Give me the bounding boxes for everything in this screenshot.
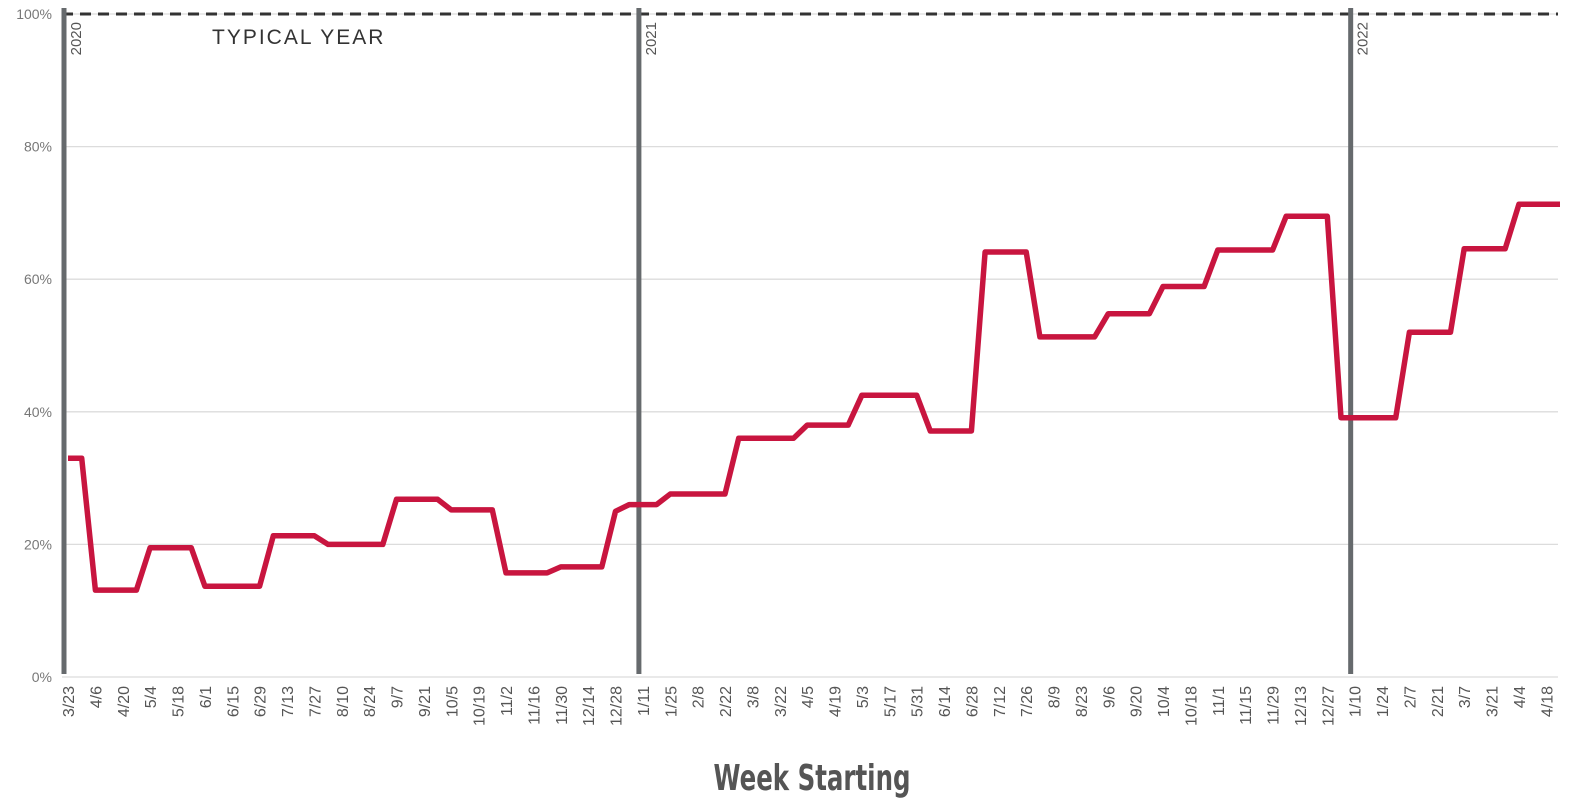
x-tick-label: 5/3: [855, 686, 872, 708]
y-tick-label: 80%: [24, 139, 52, 155]
x-tick-label: 5/18: [171, 686, 188, 717]
x-tick-label: 4/20: [116, 686, 133, 717]
x-tick-label: 5/4: [143, 686, 160, 708]
x-tick-label: 1/11: [636, 686, 653, 716]
x-tick-label: 1/24: [1375, 686, 1392, 717]
x-tick-label: 3/22: [773, 686, 790, 717]
x-tick-label: 5/31: [910, 686, 927, 717]
x-tick-label: 4/18: [1539, 686, 1556, 717]
x-axis-title: Week Starting: [714, 757, 911, 798]
x-tick-label: 10/18: [1183, 686, 1200, 726]
year-label: 2022: [1355, 22, 1372, 55]
x-tick-label: 8/10: [335, 686, 352, 717]
x-tick-label: 9/7: [390, 686, 407, 708]
y-tick-label: 40%: [24, 404, 52, 420]
x-tick-label: 6/1: [198, 686, 215, 708]
x-tick-label: 7/12: [992, 686, 1009, 717]
x-tick-label: 1/25: [663, 686, 680, 717]
x-tick-label: 3/21: [1485, 686, 1502, 717]
data-line: [68, 201, 1560, 593]
x-tick-label: 3/8: [745, 686, 762, 708]
x-tick-label: 8/24: [362, 686, 379, 717]
x-tick-label: 1/10: [1348, 686, 1365, 717]
x-tick-label: 2/22: [718, 686, 735, 717]
y-tick-label: 20%: [24, 536, 52, 552]
x-tick-label: 3/7: [1457, 686, 1474, 708]
x-tick-label: 11/1: [1211, 686, 1228, 716]
x-tick-label: 8/9: [1047, 686, 1064, 708]
x-tick-label: 12/28: [609, 686, 626, 726]
x-tick-label: 6/15: [225, 686, 242, 717]
x-tick-label: 11/2: [499, 686, 516, 716]
x-tick-label: 12/13: [1293, 686, 1310, 726]
x-tick-label: 4/6: [88, 686, 105, 708]
x-tick-label: 9/21: [417, 686, 434, 717]
x-tick-label: 12/14: [581, 686, 598, 726]
x-tick-label: 9/6: [1101, 686, 1118, 708]
x-tick-label: 4/4: [1512, 686, 1529, 708]
year-label: 2020: [68, 22, 85, 55]
x-tick-label: 11/15: [1238, 686, 1255, 725]
x-tick-label: 3/23: [61, 686, 78, 717]
x-tick-label: 10/19: [472, 686, 489, 726]
x-tick-label: 8/23: [1074, 686, 1091, 717]
y-tick-label: 60%: [24, 271, 52, 287]
x-tick-label: 2/21: [1430, 686, 1447, 717]
x-tick-label: 11/29: [1266, 686, 1283, 725]
x-tick-label: 6/14: [937, 686, 954, 717]
x-tick-label: 6/29: [253, 686, 270, 717]
x-tick-label: 7/13: [280, 686, 297, 717]
x-tick-label: 5/17: [882, 686, 899, 717]
x-tick-label: 11/30: [554, 686, 571, 725]
x-tick-label: 6/28: [964, 686, 981, 717]
x-tick-label: 10/4: [1156, 686, 1173, 717]
x-tick-label: 7/27: [307, 686, 324, 717]
x-tick-label: 2/7: [1402, 686, 1419, 708]
x-tick-label: 4/19: [828, 686, 845, 717]
x-tick-label: 2/8: [691, 686, 708, 708]
y-tick-label: 100%: [16, 6, 52, 22]
y-tick-label: 0%: [32, 669, 52, 685]
x-tick-label: 10/5: [444, 686, 461, 717]
x-tick-label: 7/26: [1019, 686, 1036, 717]
reference-label: TYPICAL YEAR: [212, 26, 385, 49]
x-tick-label: 11/16: [526, 686, 543, 725]
year-label: 2021: [643, 22, 660, 55]
x-tick-label: 12/27: [1320, 686, 1337, 726]
x-tick-label: 9/20: [1129, 686, 1146, 717]
x-tick-label: 4/5: [800, 686, 817, 708]
